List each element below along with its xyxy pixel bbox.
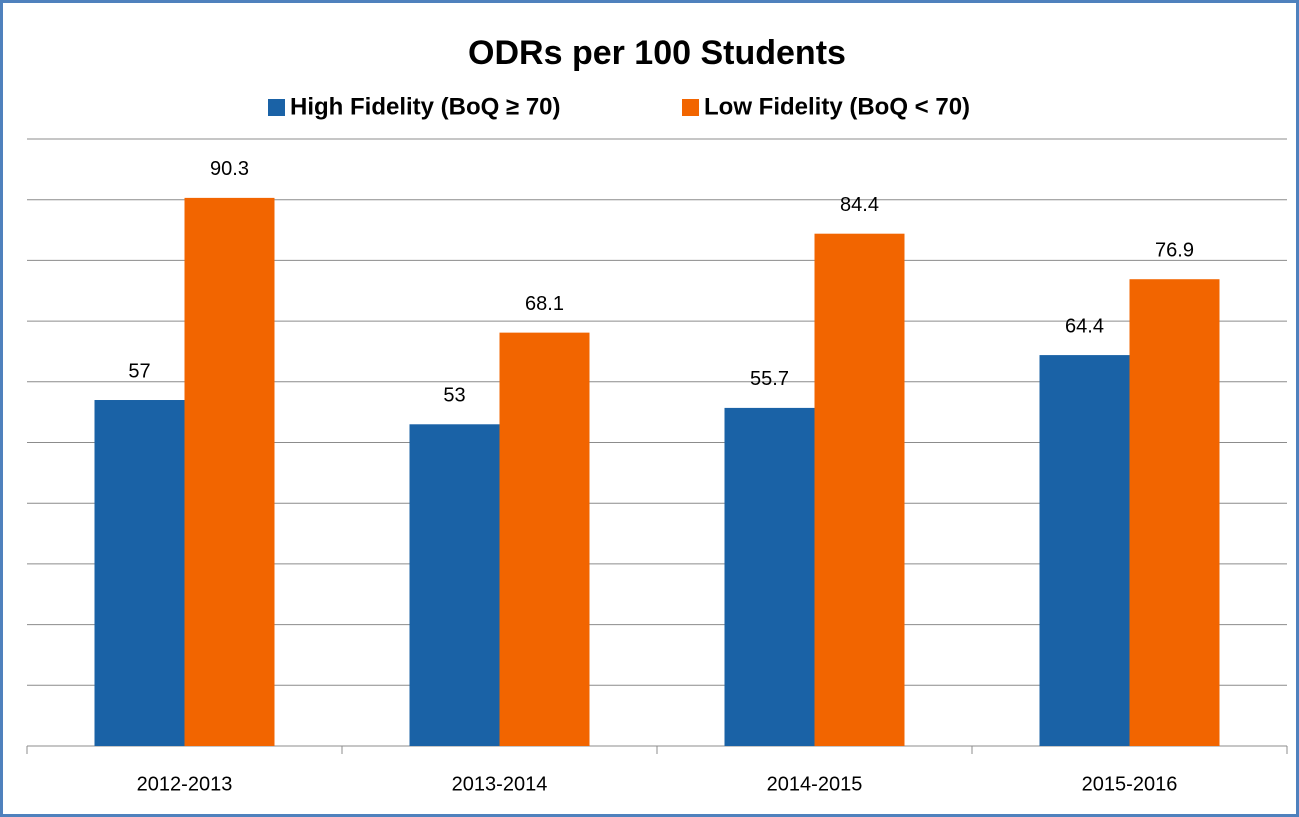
x-tick-label: 2014-2015 <box>767 773 863 795</box>
data-label: 84.4 <box>840 194 879 216</box>
data-label: 76.9 <box>1155 239 1194 261</box>
bar <box>814 233 905 746</box>
x-tick-label: 2015-2016 <box>1082 773 1178 795</box>
legend-swatch <box>682 99 699 116</box>
bar <box>409 424 500 746</box>
data-label: 68.1 <box>525 293 564 315</box>
x-tick-label: 2013-2014 <box>452 773 548 795</box>
chart-title: ODRs per 100 Students <box>468 34 846 72</box>
bar <box>1039 355 1130 746</box>
legend-label: High Fidelity (BoQ ≥ 70) <box>290 93 561 120</box>
data-label: 90.3 <box>210 158 249 180</box>
bar <box>499 332 590 746</box>
bar <box>1129 279 1220 746</box>
data-label: 64.4 <box>1065 315 1104 337</box>
data-label: 53 <box>443 385 465 407</box>
legend-swatch <box>268 99 285 116</box>
legend-label: Low Fidelity (BoQ < 70) <box>704 93 970 120</box>
data-label: 55.7 <box>750 368 789 390</box>
x-tick-label: 2012-2013 <box>137 773 233 795</box>
bar <box>724 407 815 746</box>
bar <box>184 197 275 746</box>
data-label: 57 <box>128 360 150 382</box>
bar <box>94 400 185 746</box>
